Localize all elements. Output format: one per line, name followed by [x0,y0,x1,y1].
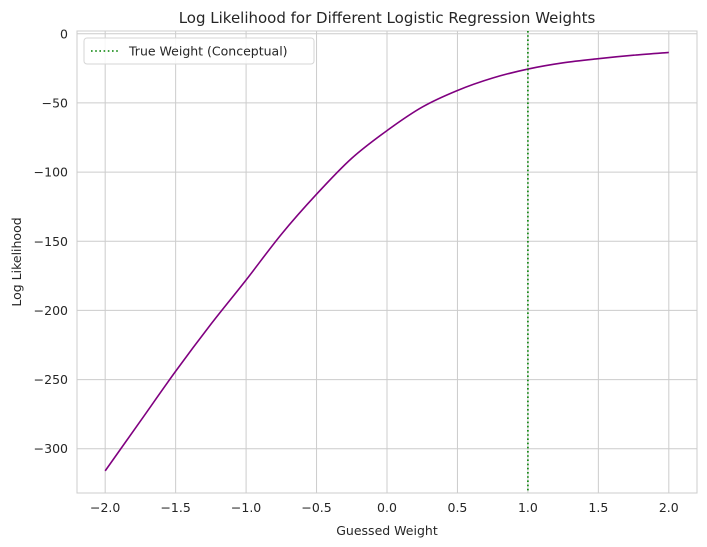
y-tick-label: 0 [60,26,68,41]
plot-area [76,30,698,494]
x-tick-label: 1.5 [588,500,608,515]
x-ticks: −2.0 −1.5 −1.0 −0.5 0.0 0.5 1.0 1.5 2.0 [90,500,679,515]
y-tick-label: −150 [34,234,68,249]
y-tick-label: −50 [42,95,68,110]
series [104,51,669,472]
x-tick-label: −0.5 [301,500,331,515]
legend-label: True Weight (Conceptual) [128,44,288,59]
x-tick-label: 0.5 [448,500,468,515]
x-tick-label: 2.0 [659,500,679,515]
grid [77,31,697,493]
y-tick-label: −200 [34,303,68,318]
chart-title: Log Likelihood for Different Logistic Re… [179,9,596,27]
y-ticks: 0 −50 −100 −150 −200 −250 −300 [34,26,68,456]
y-tick-label: −300 [34,441,68,456]
x-tick-label: 1.0 [518,500,538,515]
legend-box [83,37,315,65]
series-line [104,51,669,472]
x-tick-label: −1.0 [231,500,261,515]
legend: True Weight (Conceptual) [83,37,315,65]
x-tick-label: −1.5 [160,500,190,515]
x-tick-label: 0.0 [377,500,397,515]
y-tick-label: −250 [34,372,68,387]
x-axis-label: Guessed Weight [336,523,438,538]
y-tick-label: −100 [34,165,68,180]
x-tick-label: −2.0 [90,500,120,515]
y-axis-label: Log Likelihood [9,217,24,306]
